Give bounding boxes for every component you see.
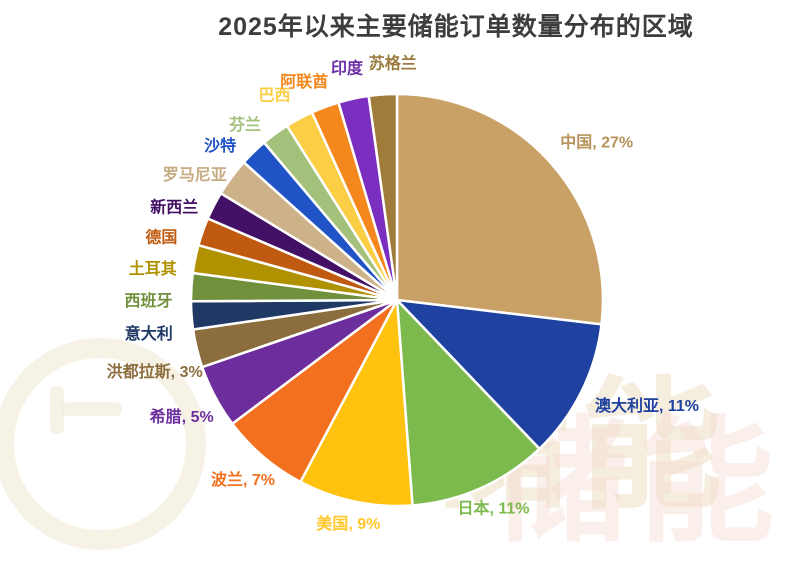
pie-label-澳大利亚: 澳大利亚, 11% (595, 396, 699, 415)
pie-slice-澳大利亚[interactable] (395, 298, 603, 451)
pie-label-新西兰: 新西兰 (150, 198, 198, 217)
pie-label-中国: 中国, 27% (560, 133, 633, 152)
pie-slice-苏格兰[interactable] (367, 92, 399, 302)
pie-label-德国: 德国 (145, 227, 177, 246)
pie-label-罗马尼亚: 罗马尼亚 (163, 166, 227, 184)
pie-slice-美国[interactable] (299, 298, 414, 508)
pie-label-印度: 印度 (331, 58, 364, 77)
chart-title: 2025年以来主要储能订单数量分布的区域 (218, 13, 694, 41)
pie-label-西班牙: 西班牙 (124, 291, 172, 310)
pie-label-美国: 美国, 9% (316, 514, 380, 533)
pie-label-意大利: 意大利 (125, 324, 173, 343)
pie-label-芬兰: 芬兰 (228, 115, 261, 134)
pie-slice-中国[interactable] (395, 92, 605, 326)
pie-label-日本: 日本, 11% (457, 499, 529, 518)
pie-label-土耳其: 土耳其 (129, 259, 177, 278)
pie-label-苏格兰: 苏格兰 (369, 54, 417, 73)
pie-label-沙特: 沙特 (204, 136, 236, 155)
pie-label-阿联酋: 阿联酋 (280, 72, 328, 91)
pie-label-洪都拉斯: 洪都拉斯, 3% (107, 362, 203, 381)
pie-label-巴西: 巴西 (258, 86, 290, 104)
pie-label-波兰: 波兰, 7% (211, 470, 275, 489)
pie-slice-日本[interactable] (395, 298, 541, 507)
pie-label-希腊: 希腊, 5% (150, 407, 214, 426)
